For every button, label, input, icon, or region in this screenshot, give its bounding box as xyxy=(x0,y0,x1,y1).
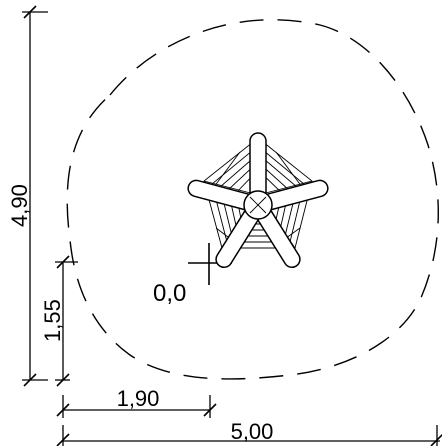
dimension-offset-height: 1,55 xyxy=(40,255,78,387)
safety-zone-boundary xyxy=(66,19,439,380)
dimension-offset-width: 1,90 xyxy=(56,386,217,418)
climbing-frame-beams xyxy=(187,132,329,269)
offset-width-label: 1,90 xyxy=(117,386,160,411)
dimension-total-width: 5,00 xyxy=(56,419,442,446)
total-width-label: 5,00 xyxy=(231,419,274,444)
dimension-total-height: 4,90 xyxy=(7,5,48,387)
total-height-label: 4,90 xyxy=(7,184,32,227)
origin-label: 0,0 xyxy=(153,280,186,307)
offset-height-label: 1,55 xyxy=(40,299,65,342)
